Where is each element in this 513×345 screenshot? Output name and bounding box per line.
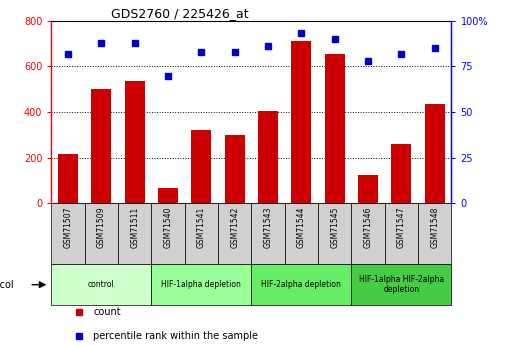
Bar bbox=[291, 41, 311, 204]
Bar bbox=[318, 204, 351, 264]
Bar bbox=[158, 188, 178, 204]
Bar bbox=[358, 175, 378, 204]
Bar bbox=[251, 204, 285, 264]
Text: GSM71544: GSM71544 bbox=[297, 207, 306, 248]
Bar bbox=[191, 130, 211, 204]
Text: GSM71541: GSM71541 bbox=[197, 207, 206, 248]
Text: GSM71547: GSM71547 bbox=[397, 207, 406, 248]
Text: control: control bbox=[88, 280, 115, 289]
Text: GSM71543: GSM71543 bbox=[264, 207, 272, 248]
Text: protocol: protocol bbox=[0, 280, 13, 290]
Text: GSM71548: GSM71548 bbox=[430, 207, 439, 248]
Text: GDS2760 / 225426_at: GDS2760 / 225426_at bbox=[111, 7, 249, 20]
Bar bbox=[51, 264, 151, 305]
Text: count: count bbox=[93, 307, 121, 317]
Bar bbox=[351, 204, 385, 264]
Text: percentile rank within the sample: percentile rank within the sample bbox=[93, 331, 259, 341]
Bar bbox=[285, 204, 318, 264]
Bar bbox=[151, 264, 251, 305]
Bar bbox=[418, 204, 451, 264]
Bar bbox=[325, 54, 345, 204]
Bar bbox=[58, 154, 78, 204]
Bar bbox=[225, 135, 245, 204]
Bar bbox=[385, 204, 418, 264]
Bar bbox=[51, 204, 85, 264]
Text: GSM71509: GSM71509 bbox=[97, 207, 106, 248]
Text: HIF-1alpha HIF-2alpha
depletion: HIF-1alpha HIF-2alpha depletion bbox=[359, 275, 444, 294]
Bar bbox=[425, 104, 445, 204]
Bar bbox=[118, 204, 151, 264]
Bar bbox=[251, 264, 351, 305]
Text: GSM71511: GSM71511 bbox=[130, 207, 139, 248]
Text: GSM71507: GSM71507 bbox=[64, 207, 72, 248]
Text: GSM71546: GSM71546 bbox=[364, 207, 372, 248]
Bar bbox=[218, 204, 251, 264]
Bar bbox=[85, 204, 118, 264]
Text: GSM71540: GSM71540 bbox=[164, 207, 172, 248]
Bar bbox=[185, 204, 218, 264]
Text: HIF-1alpha depletion: HIF-1alpha depletion bbox=[162, 280, 241, 289]
Bar bbox=[258, 111, 278, 204]
Bar bbox=[351, 264, 451, 305]
Text: HIF-2alpha depletion: HIF-2alpha depletion bbox=[262, 280, 341, 289]
Text: GSM71545: GSM71545 bbox=[330, 207, 339, 248]
Text: GSM71542: GSM71542 bbox=[230, 207, 239, 248]
Bar bbox=[91, 89, 111, 204]
Bar bbox=[391, 144, 411, 204]
Bar bbox=[151, 204, 185, 264]
Bar bbox=[125, 81, 145, 204]
